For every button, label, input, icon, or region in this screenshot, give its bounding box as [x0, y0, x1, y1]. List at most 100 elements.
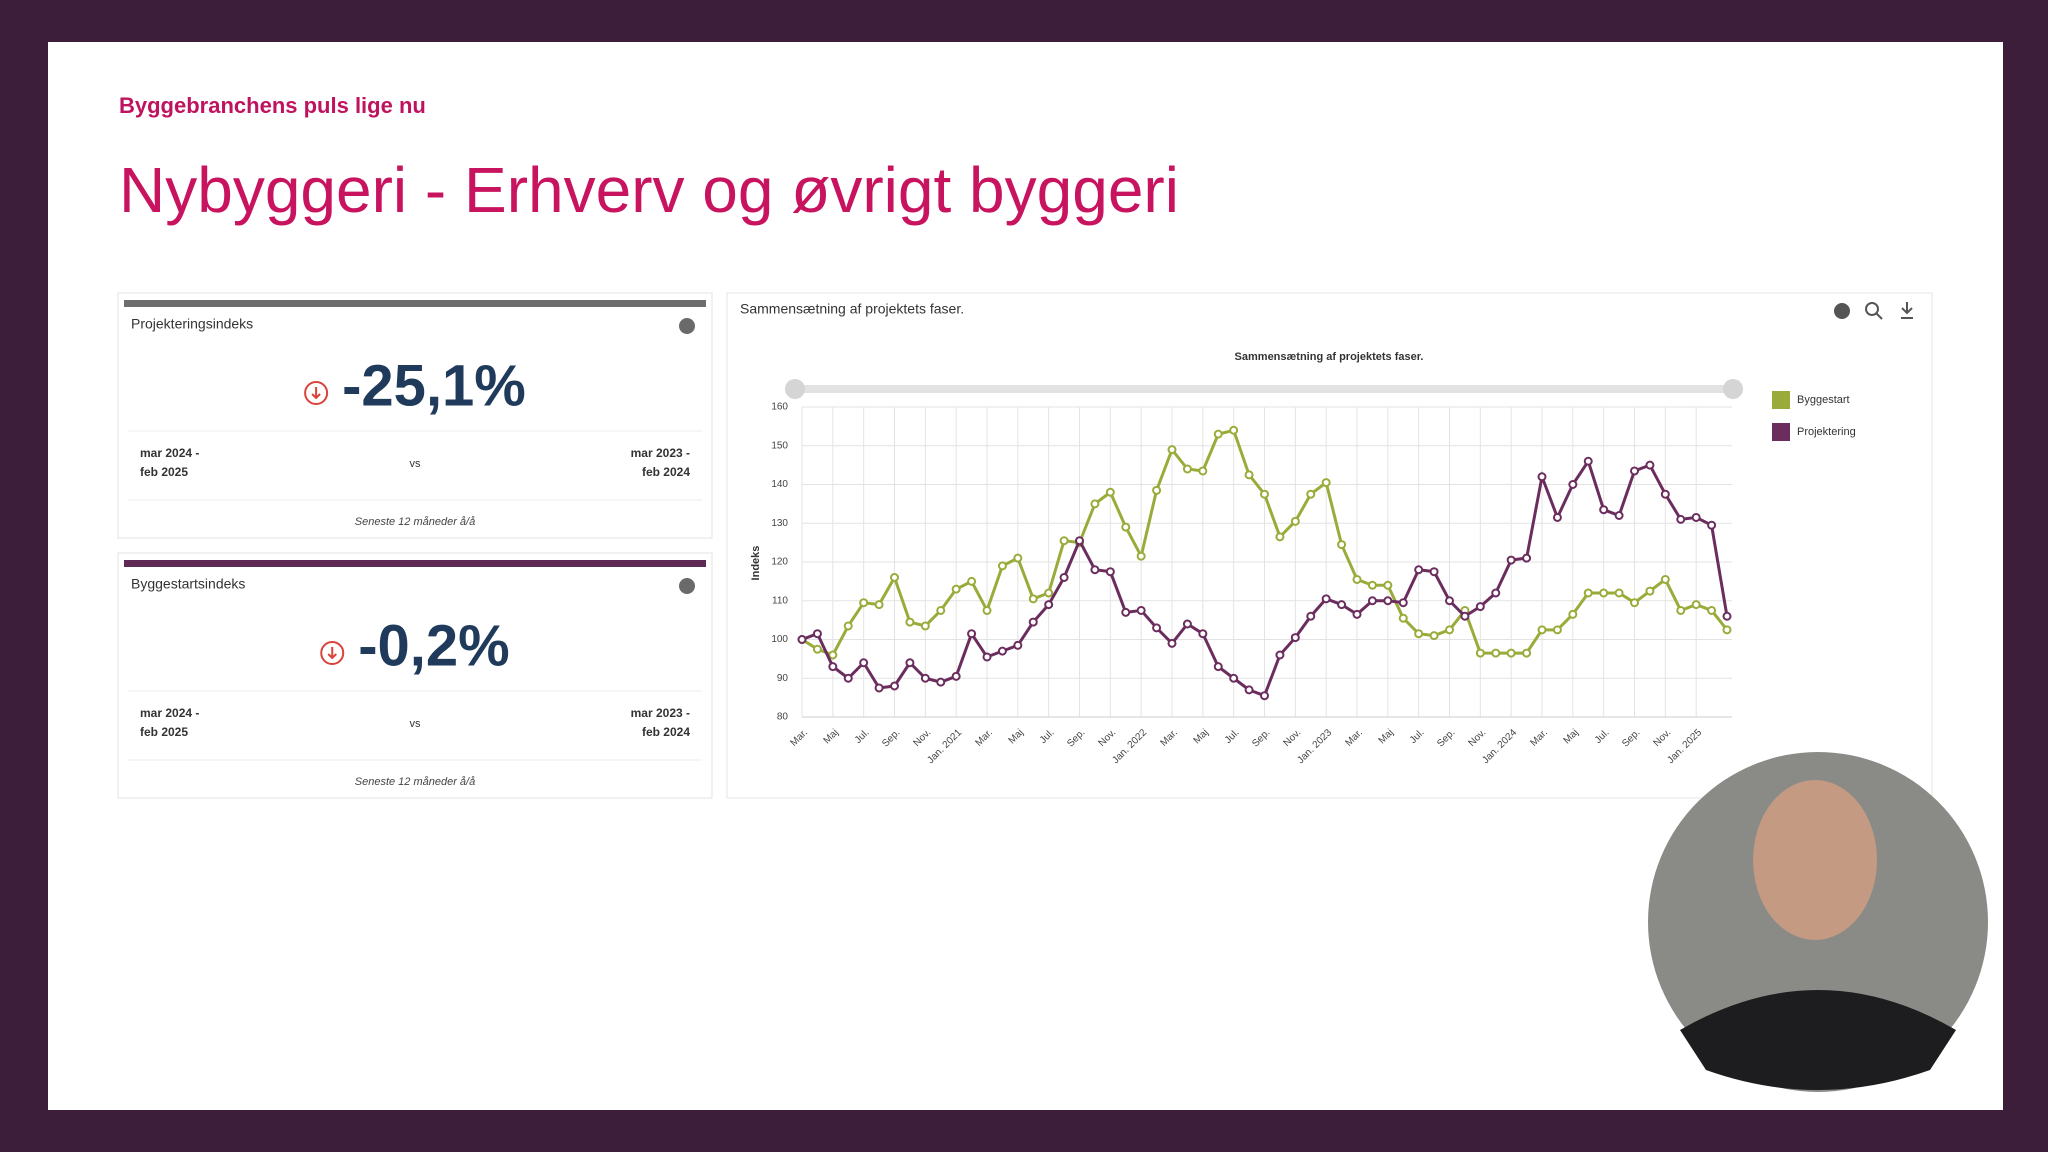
data-point: [1398, 613, 1408, 623]
card-frame: [117, 292, 713, 539]
data-point: [1691, 600, 1701, 610]
data-point: [1290, 633, 1300, 643]
card-bar: [124, 560, 706, 567]
data-point: [1676, 514, 1686, 524]
data-point: [843, 673, 853, 683]
card-frame: [117, 552, 713, 799]
help-icon[interactable]: [1834, 303, 1850, 319]
data-point: [1213, 429, 1223, 439]
data-point: [967, 576, 977, 586]
data-point: [812, 644, 822, 654]
help-icon: [679, 318, 695, 334]
data-point: [982, 652, 992, 662]
data-point: [1506, 648, 1516, 658]
data-point: [1552, 625, 1562, 635]
data-point: [1583, 588, 1593, 598]
data-point: [1244, 470, 1254, 480]
slider-handle[interactable]: [785, 379, 805, 399]
data-point: [1614, 588, 1624, 598]
data-point: [1136, 551, 1146, 561]
kpi-value: -25,1%: [342, 353, 526, 418]
period-previous: feb 2024: [642, 465, 690, 479]
data-point: [1213, 662, 1223, 672]
data-point: [1229, 425, 1239, 435]
data-point: [1645, 586, 1655, 596]
data-point: [890, 573, 899, 582]
data-point: [1475, 648, 1485, 658]
data-point: [1260, 489, 1269, 499]
data-point: [905, 617, 915, 627]
data-point: [1198, 466, 1208, 476]
legend-swatch: [1772, 391, 1790, 409]
data-point: [936, 605, 946, 615]
card-footer: Seneste 12 måneder å/å: [355, 776, 475, 788]
data-point: [1075, 536, 1084, 546]
data-point: [1491, 648, 1501, 658]
data-point: [1352, 609, 1362, 619]
y-tick-label: 100: [771, 634, 788, 645]
down-icon: [320, 641, 345, 665]
data-point: [1722, 611, 1732, 621]
data-point: [1367, 580, 1377, 590]
data-point: [967, 629, 977, 639]
data-point: [951, 671, 961, 681]
slider-handle[interactable]: [1723, 379, 1743, 399]
data-point: [1630, 598, 1639, 608]
data-point: [1152, 485, 1162, 495]
data-point: [1537, 472, 1547, 482]
data-point: [1691, 512, 1701, 522]
period-current: mar 2024 -: [140, 706, 199, 720]
data-point: [1660, 574, 1670, 584]
kpi-cards: Projekteringsindeks -25,1% mar 2024 - feb 2…: [117, 292, 713, 799]
data-point: [1044, 600, 1054, 610]
chart-title: Sammensætning af projektets faser.: [1235, 351, 1424, 363]
data-point: [1198, 629, 1208, 639]
data-point: [1414, 565, 1424, 575]
y-tick-label: 120: [771, 557, 788, 568]
y-tick-label: 110: [772, 595, 788, 606]
data-point: [1229, 673, 1239, 683]
down-icon: [304, 381, 329, 405]
data-point: [1321, 594, 1331, 604]
data-point: [1352, 574, 1362, 584]
data-point: [1383, 596, 1393, 606]
data-point: [1522, 648, 1532, 658]
data-point: [1414, 629, 1424, 639]
data-point: [1337, 540, 1347, 550]
download-icon[interactable]: [1901, 302, 1913, 319]
legend-swatch: [1772, 423, 1790, 441]
data-point: [1121, 522, 1131, 532]
data-point: [1568, 609, 1578, 619]
panel-icons[interactable]: [1834, 302, 1913, 320]
kpi-card: Projekteringsindeks -25,1% mar 2024 - feb 2…: [117, 292, 713, 539]
zoom-icon[interactable]: [1865, 302, 1879, 316]
data-point: [1429, 631, 1439, 641]
webcam: [1648, 752, 1988, 1092]
legend-label: Byggestart: [1797, 394, 1850, 406]
data-point: [1290, 516, 1300, 526]
data-point: [1599, 588, 1609, 598]
data-point: [1429, 567, 1439, 577]
data-point: [1306, 489, 1316, 499]
data-point: [1337, 600, 1347, 610]
y-tick-label: 160: [771, 402, 788, 413]
period-current: mar 2024 -: [140, 446, 199, 460]
slide-title: Nybyggeri - Erhverv og øvrigt byggeri: [119, 154, 1179, 226]
legend-label: Projektering: [1797, 426, 1856, 438]
data-point: [1167, 445, 1177, 455]
data-point: [1136, 605, 1146, 615]
data-point: [1367, 596, 1377, 606]
data-point: [1491, 588, 1501, 598]
data-point: [920, 621, 930, 631]
data-point: [1552, 512, 1562, 522]
data-point: [1506, 555, 1516, 565]
data-point: [997, 646, 1007, 656]
card-bar: [124, 300, 706, 307]
data-point: [1152, 623, 1162, 633]
panel-frame: [726, 292, 1933, 799]
range-slider[interactable]: [795, 385, 1733, 393]
data-point: [1105, 567, 1115, 577]
panel-title: Sammensætning af projektets faser.: [740, 301, 964, 317]
data-point: [1321, 478, 1331, 488]
period-previous: feb 2024: [642, 725, 690, 739]
